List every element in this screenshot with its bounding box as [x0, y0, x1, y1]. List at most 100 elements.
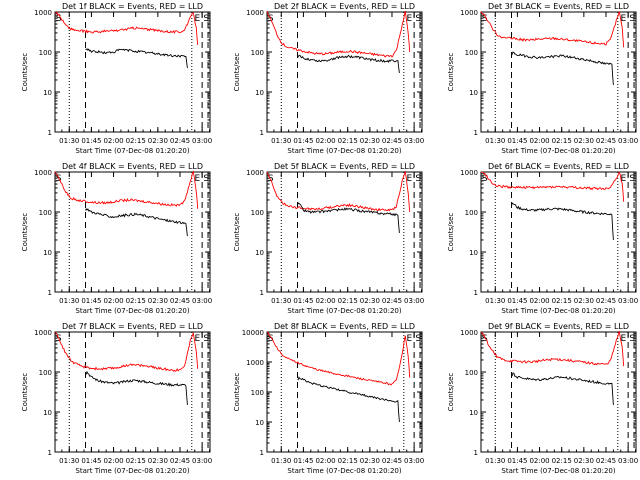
y-tick-label: 10000	[242, 329, 264, 337]
x-tick-label: 03:00	[618, 137, 638, 145]
x-axis-label: Start Time (07-Dec-08 01:20:20)	[501, 147, 615, 155]
panel-det-5: Det 5f BLACK = Events, RED = LLD 1 10 100 10…	[233, 162, 424, 315]
event-marker-s: S	[482, 334, 488, 344]
x-tick-label: 03:00	[192, 457, 212, 465]
panel-title: Det 1f BLACK = Events, RED = LLD	[62, 2, 203, 11]
x-axis-label: Start Time (07-Dec-08 01:20:20)	[287, 147, 401, 155]
y-axis-label: Counts/sec	[21, 53, 29, 92]
lld-series-line	[480, 330, 625, 367]
y-tick-label: 100	[465, 209, 478, 217]
x-tick-label: 01:30	[271, 137, 291, 145]
x-tick-label: 02:45	[170, 457, 190, 465]
x-tick-label: 01:30	[271, 457, 291, 465]
x-tick-label: 02:00	[315, 457, 335, 465]
event-marker-e: E	[195, 174, 201, 184]
x-tick-label: 02:00	[529, 457, 549, 465]
event-marker-s: S	[415, 174, 421, 184]
x-tick-label: 02:45	[382, 457, 402, 465]
x-tick-label: 02:00	[103, 297, 123, 305]
y-tick-label: 1000	[34, 169, 52, 177]
panel-det-8: Det 8f BLACK = Events, RED = LLD 1 10 100 10…	[233, 322, 424, 475]
x-axis-label: Start Time (07-Dec-08 01:20:20)	[75, 307, 189, 315]
y-tick-label: 10	[255, 89, 264, 97]
x-tick-label: 02:45	[170, 297, 190, 305]
x-tick-label: 01:30	[271, 297, 291, 305]
x-tick-label: 01:45	[507, 137, 527, 145]
events-series-line	[297, 376, 400, 423]
x-tick-label: 02:00	[315, 297, 335, 305]
x-tick-label: 03:00	[404, 457, 424, 465]
y-axis-label: Counts/sec	[447, 213, 455, 252]
x-tick-label: 02:30	[148, 457, 168, 465]
plot-frame	[54, 171, 211, 293]
y-tick-label: 10	[469, 249, 478, 257]
x-axis-label: Start Time (07-Dec-08 01:20:20)	[501, 467, 615, 475]
panel-det-6: Det 6f BLACK = Events, RED = LLD 1 10 100 10…	[447, 162, 638, 315]
x-tick-label: 02:30	[360, 137, 380, 145]
event-marker-e: E	[407, 14, 413, 24]
panel-title: Det 3f BLACK = Events, RED = LLD	[488, 2, 629, 11]
y-tick-label: 1	[48, 449, 52, 457]
y-axis-label: Counts/sec	[21, 213, 29, 252]
y-tick-label: 1	[474, 449, 478, 457]
x-tick-label: 02:00	[103, 457, 123, 465]
y-tick-label: 10	[469, 89, 478, 97]
x-tick-label: 03:00	[618, 297, 638, 305]
y-axis-label: Counts/sec	[233, 53, 241, 92]
events-series-line	[511, 202, 614, 241]
event-marker-s: S	[268, 334, 274, 344]
y-tick-label: 10	[255, 249, 264, 257]
x-tick-label: 02:30	[574, 137, 594, 145]
y-tick-label: 1000	[34, 9, 52, 17]
y-tick-label: 1	[474, 289, 478, 297]
event-marker-e: E	[621, 174, 627, 184]
y-axis-label: Counts/sec	[447, 53, 455, 92]
event-marker-s: S	[203, 14, 209, 24]
lld-series-line	[266, 332, 411, 386]
panel-title: Det 4f BLACK = Events, RED = LLD	[62, 162, 203, 171]
event-marker-e: E	[195, 14, 201, 24]
y-tick-label: 100	[251, 209, 264, 217]
y-tick-label: 100	[39, 369, 52, 377]
x-tick-label: 02:45	[596, 137, 616, 145]
x-tick-label: 01:30	[59, 137, 79, 145]
x-tick-label: 02:45	[382, 297, 402, 305]
x-tick-label: 02:15	[126, 297, 146, 305]
panel-title: Det 5f BLACK = Events, RED = LLD	[274, 162, 415, 171]
y-tick-label: 100	[39, 49, 52, 57]
y-tick-label: 10	[469, 409, 478, 417]
x-tick-label: 01:30	[485, 137, 505, 145]
lld-series-line	[54, 11, 199, 46]
event-marker-s: S	[268, 174, 274, 184]
x-tick-label: 02:15	[338, 137, 358, 145]
y-tick-label: 1	[260, 129, 264, 137]
y-tick-label: 1	[48, 289, 52, 297]
x-tick-label: 01:30	[59, 457, 79, 465]
lld-series-line	[54, 170, 199, 209]
x-tick-label: 01:45	[293, 297, 313, 305]
event-marker-s: S	[629, 14, 635, 24]
x-tick-label: 03:00	[192, 137, 212, 145]
x-tick-label: 01:45	[81, 137, 101, 145]
x-tick-label: 02:15	[552, 137, 572, 145]
y-tick-label: 10	[43, 89, 52, 97]
x-tick-label: 02:15	[552, 297, 572, 305]
x-tick-label: 02:45	[170, 137, 190, 145]
x-tick-label: 02:45	[596, 297, 616, 305]
y-tick-label: 1	[48, 129, 52, 137]
x-tick-label: 02:30	[360, 457, 380, 465]
x-tick-label: 01:45	[81, 457, 101, 465]
events-series-line	[511, 372, 614, 406]
y-axis-label: Counts/sec	[21, 373, 29, 412]
event-marker-s: S	[629, 334, 635, 344]
y-tick-label: 1000	[34, 329, 52, 337]
events-series-line	[511, 51, 614, 86]
x-tick-label: 02:15	[552, 457, 572, 465]
x-axis-label: Start Time (07-Dec-08 01:20:20)	[287, 467, 401, 475]
event-marker-s: S	[56, 14, 62, 24]
panel-title: Det 2f BLACK = Events, RED = LLD	[274, 2, 415, 11]
panel-title: Det 6f BLACK = Events, RED = LLD	[488, 162, 629, 171]
plot-frame	[54, 11, 211, 133]
panel-title: Det 8f BLACK = Events, RED = LLD	[274, 322, 415, 331]
x-tick-label: 03:00	[192, 297, 212, 305]
